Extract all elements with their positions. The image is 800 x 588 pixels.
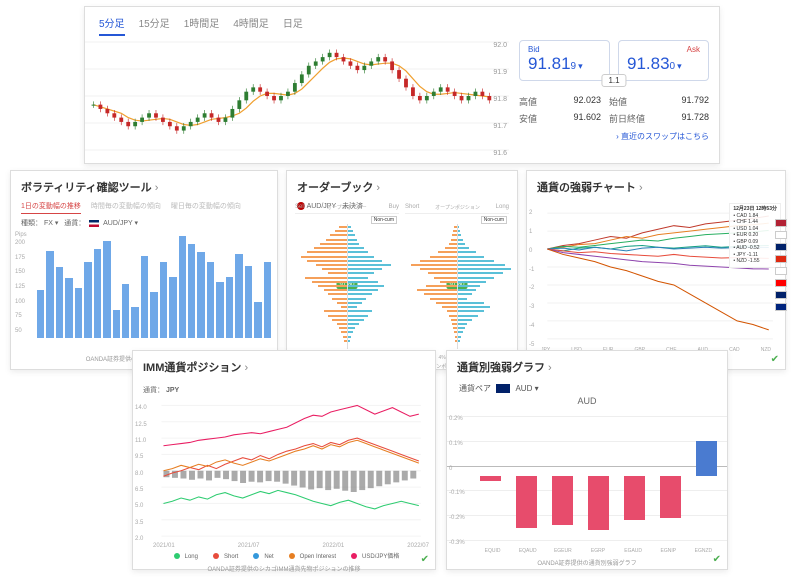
volatility-subtabs: 1日の変動幅の推移時間毎の変動幅の傾向曜日毎の変動幅の傾向 (11, 201, 277, 214)
strength-bars-panel: 通貨別強弱グラフ 通貨ペア AUD ▾ AUD 0.2%0.1%0-0.1%-0… (446, 350, 728, 570)
ask-minor: 0 (670, 61, 676, 72)
imm-controls: 通貨： JPY (133, 381, 435, 399)
vol-subtab[interactable]: 曜日毎の変動幅の傾向 (171, 201, 241, 214)
prev-value: 91.728 (653, 112, 709, 125)
sb-chart: 0.2%0.1%0-0.1%-0.2%-0.3% EQUIDEQAUDEGEUR… (447, 406, 727, 556)
imm-pair-label: 通貨： (143, 387, 164, 394)
open-positions: ShortオープンポジションLong Non-cum 91.80 (405, 213, 509, 353)
imm-pair[interactable]: JPY (166, 387, 179, 394)
volatility-controls: 種類： FX ▾ 通貨： AUD/JPY ▾ (11, 214, 277, 232)
ask-box[interactable]: Ask 91.830▾ (618, 40, 709, 81)
timeframe-tab[interactable]: 日足 (283, 15, 303, 36)
sb-pair-label: 通貨ペア (459, 384, 491, 393)
sb-controls: 通貨ペア AUD ▾ (447, 381, 727, 396)
timeframe-tab[interactable]: 1時間足 (184, 15, 220, 36)
strength-title[interactable]: 通貨の強弱チャート (527, 171, 785, 201)
noncum-toggle[interactable]: Non-cum (371, 216, 397, 224)
orderbook-panel: オーダーブック AUD/JPY 未決済 SellオープンオーダーBuy Non-… (286, 170, 518, 370)
imm-title[interactable]: IMM通貨ポジション (133, 351, 435, 381)
vol-ylabel: Pips (15, 232, 27, 238)
ask-major: 91.83 (627, 54, 670, 73)
timeframe-tabs: 5分足 15分足 1時間足 4時間足日足 (85, 7, 719, 36)
open-orders: SellオープンオーダーBuy Non-cum 91.80 (295, 213, 399, 353)
orders-head: オープンオーダー (327, 204, 367, 211)
kind-label: 種類： (21, 220, 42, 227)
noncum-toggle-2[interactable]: Non-cum (481, 216, 507, 224)
flag-icon (89, 220, 99, 227)
check-icon: ✔ (771, 354, 779, 365)
timeframe-tab[interactable]: 15分足 (139, 15, 170, 36)
imm-footer: OANDA証券提供のシカゴIMM通貨先物ポジションの推移 (133, 562, 435, 575)
bid-major: 91.81 (528, 54, 571, 73)
open-value: 91.792 (653, 95, 709, 108)
sb-chart-title: AUD (447, 396, 727, 406)
bid-label: Bid (528, 45, 601, 54)
timeframe-tab[interactable]: 4時間足 (233, 15, 269, 36)
main-price-panel: 5分足 15分足 1時間足 4時間足日足 92.091.991.891.791.6 B… (84, 6, 720, 164)
bid-box[interactable]: Bid 91.819▾ (519, 40, 610, 81)
prev-label: 前日終値 (609, 112, 645, 125)
vol-subtab[interactable]: 1日の変動幅の推移 (21, 201, 81, 214)
ask-label: Ask (627, 45, 700, 54)
short-label: Short (405, 204, 419, 211)
volatility-chart: Pips 2001751501251007550 (11, 232, 277, 352)
price-side: Bid 91.819▾ Ask 91.830▾ 1.1 高値 92.023 始値 9… (509, 36, 719, 156)
sb-pair[interactable]: AUD (515, 384, 532, 393)
swap-link[interactable]: 直近のスワップはこちら (519, 131, 709, 142)
high-label: 高値 (519, 95, 537, 108)
imm-chart: 14.012.511.09.58.06.55.03.52.0 2021/0120… (133, 399, 435, 549)
sb-title[interactable]: 通貨別強弱グラフ (447, 351, 727, 381)
low-value: 91.602 (545, 112, 601, 125)
pair-value[interactable]: AUD/JPY (103, 220, 132, 227)
positions-head: オープンポジション (435, 204, 480, 211)
volatility-panel: ボラティリティ確認ツール 1日の変動幅の推移時間毎の変動幅の傾向曜日毎の変動幅の… (10, 170, 278, 370)
bid-minor: 9 (571, 61, 577, 72)
flag-au-icon (496, 384, 510, 393)
sb-footer: OANDA証券提供の通貨別強弱グラフ (447, 556, 727, 569)
strength-chart-panel: 通貨の強弱チャート 12月23日 12時53分• CAD 1.84• CHF 1… (526, 170, 786, 370)
ohlc-grid: 高値 92.023 始値 91.792 安値 91.602 前日終値 91.728 (519, 95, 709, 125)
open-label: 始値 (609, 95, 645, 108)
orderbook-title[interactable]: オーダーブック (287, 171, 517, 201)
spread-badge: 1.1 (601, 74, 626, 87)
flag-column (775, 219, 787, 311)
low-label: 安値 (519, 112, 537, 125)
strength-chart: 12月23日 12時53分• CAD 1.84• CHF 1.44• USD 1… (527, 201, 785, 351)
vol-subtab[interactable]: 時間毎の変動幅の傾向 (91, 201, 161, 214)
high-value: 92.023 (545, 95, 601, 108)
imm-panel: IMM通貨ポジション 通貨： JPY 14.012.511.09.58.06.5… (132, 350, 436, 570)
candle-chart: 92.091.991.891.791.6 (85, 36, 509, 156)
buy-label: Buy (389, 204, 399, 211)
pair-label: 通貨： (64, 220, 85, 227)
volatility-title[interactable]: ボラティリティ確認ツール (11, 171, 277, 201)
strength-legend: 12月23日 12時53分• CAD 1.84• CHF 1.44• USD 1… (729, 203, 781, 268)
orderbook-chart: SellオープンオーダーBuy Non-cum 91.80 Shortオープンポ… (287, 213, 517, 353)
long-label: Long (496, 204, 509, 211)
sell-label: Sell (295, 204, 305, 211)
check-icon: ✔ (713, 554, 721, 565)
kind-value[interactable]: FX (44, 220, 53, 227)
timeframe-tab[interactable]: 5分足 (99, 15, 125, 36)
check-icon: ✔ (421, 554, 429, 565)
